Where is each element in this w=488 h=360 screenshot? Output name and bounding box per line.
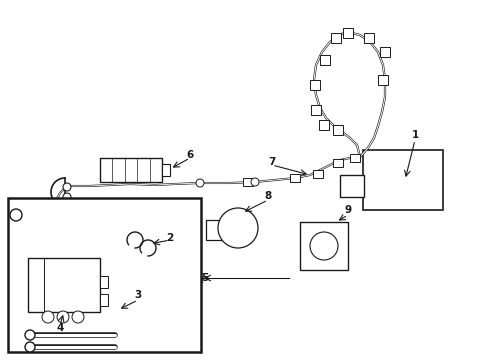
Bar	[243, 178, 252, 186]
Bar	[330, 33, 340, 43]
Bar	[289, 174, 299, 182]
Text: 4: 4	[56, 323, 63, 333]
Text: 2: 2	[166, 233, 173, 243]
Circle shape	[250, 178, 259, 186]
Text: 3: 3	[134, 290, 142, 300]
Bar	[312, 170, 323, 178]
Bar	[319, 55, 329, 65]
Circle shape	[25, 330, 35, 340]
Circle shape	[10, 209, 22, 221]
Bar	[377, 75, 387, 85]
Circle shape	[309, 232, 337, 260]
Circle shape	[57, 311, 69, 323]
Circle shape	[218, 208, 258, 248]
Text: 7: 7	[268, 157, 275, 167]
Bar	[309, 80, 319, 90]
Text: 8: 8	[264, 191, 271, 201]
Bar	[332, 125, 342, 135]
Circle shape	[25, 342, 35, 352]
Bar	[339, 175, 363, 197]
Text: 5: 5	[196, 273, 203, 283]
Text: 5: 5	[201, 273, 208, 283]
Bar	[162, 164, 170, 176]
Bar	[332, 159, 342, 167]
Bar	[100, 158, 162, 182]
Bar	[342, 28, 352, 38]
Bar	[362, 150, 442, 210]
Bar	[57, 206, 71, 214]
Bar	[349, 154, 359, 162]
Bar	[310, 105, 320, 115]
Bar	[379, 47, 389, 57]
Bar	[100, 294, 108, 306]
Bar	[28, 258, 100, 312]
Circle shape	[42, 311, 54, 323]
Bar	[299, 222, 347, 270]
Circle shape	[63, 193, 71, 201]
Bar	[318, 120, 328, 130]
Text: 9: 9	[344, 205, 351, 215]
Text: 6: 6	[186, 150, 193, 160]
Text: 1: 1	[410, 130, 418, 140]
Bar	[8, 198, 201, 352]
Circle shape	[196, 179, 203, 187]
Circle shape	[63, 183, 71, 191]
Bar	[100, 276, 108, 288]
Bar	[363, 33, 373, 43]
Circle shape	[72, 311, 84, 323]
Bar	[205, 220, 225, 240]
